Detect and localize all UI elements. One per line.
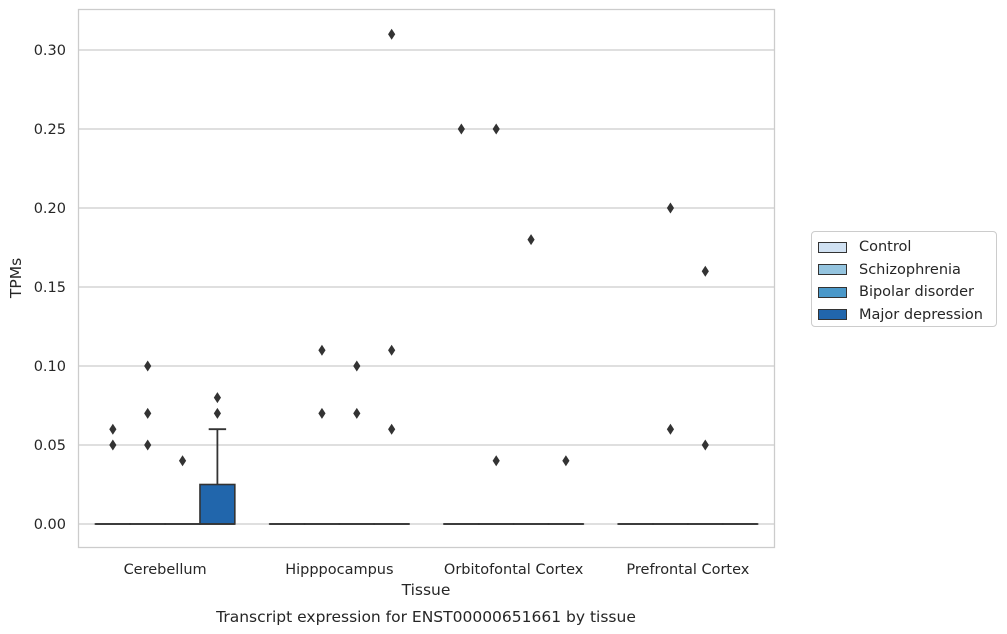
y-tick-labels: 0.00 0.05 0.10 0.15 0.20 0.25 0.30	[34, 43, 66, 533]
legend-label: Schizophrenia	[859, 261, 961, 278]
legend-swatch	[818, 264, 847, 276]
legend-item: Control	[818, 236, 996, 259]
box	[199, 483, 236, 525]
outlier-point	[701, 265, 709, 277]
x-tick-label: Prefrontal Cortex	[626, 562, 749, 578]
gridlines	[78, 49, 775, 525]
legend-swatch	[818, 241, 847, 253]
boxes	[94, 428, 759, 525]
outliers	[109, 28, 709, 467]
legend-swatch	[818, 286, 847, 298]
outlier-point	[353, 407, 361, 419]
outlier-point	[562, 455, 570, 467]
legend-swatch	[818, 309, 847, 321]
outlier-point	[666, 202, 675, 214]
plot-frame	[77, 8, 776, 549]
y-tick-label: 0.05	[34, 438, 66, 454]
outlier-point	[492, 123, 500, 135]
y-tick-label: 0.25	[34, 122, 66, 138]
outlier-point	[178, 455, 187, 467]
x-tick-label: Hipppocampus	[285, 562, 393, 578]
outlier-point	[527, 234, 535, 246]
outlier-point	[144, 360, 152, 372]
legend-item: Schizophrenia	[818, 259, 996, 282]
outlier-point	[213, 392, 221, 404]
legend-item: Bipolar disorder	[818, 281, 996, 304]
outlier-point	[388, 423, 396, 435]
outlier-point	[213, 407, 221, 419]
outlier-point	[109, 439, 117, 451]
legend-item: Major depression	[818, 304, 996, 327]
outlier-point	[353, 360, 361, 372]
x-tick-label: Orbitofontal Cortex	[444, 562, 584, 578]
y-tick-label: 0.10	[34, 359, 66, 375]
outlier-point	[388, 344, 396, 356]
y-tick-label: 0.15	[34, 280, 66, 296]
outlier-point	[457, 123, 465, 135]
legend-label: Control	[859, 239, 912, 256]
legend-label: Major depression	[859, 306, 983, 323]
x-tick-labels: Cerebellum Hipppocampus Orbitofontal Corte…	[124, 562, 750, 578]
outlier-point	[318, 344, 326, 356]
legend: Control Schizophrenia Bipolar disorder Majo…	[811, 231, 997, 327]
outlier-point	[388, 28, 396, 40]
outlier-point	[144, 407, 152, 419]
outlier-point	[109, 423, 117, 435]
outlier-point	[701, 439, 709, 451]
legend-label: Bipolar disorder	[859, 284, 974, 301]
x-axis-label: Tissue	[401, 581, 451, 599]
outlier-point	[144, 439, 152, 451]
outlier-point	[318, 407, 326, 419]
y-axis-label: TPMs	[7, 258, 25, 299]
outlier-point	[492, 455, 500, 467]
y-tick-label: 0.20	[34, 201, 66, 217]
outlier-point	[666, 423, 675, 435]
x-tick-label: Cerebellum	[124, 562, 207, 578]
y-tick-label: 0.30	[34, 43, 66, 59]
y-tick-label: 0.00	[34, 517, 66, 533]
chart-title: Transcript expression for ENST0000065166…	[215, 608, 636, 626]
